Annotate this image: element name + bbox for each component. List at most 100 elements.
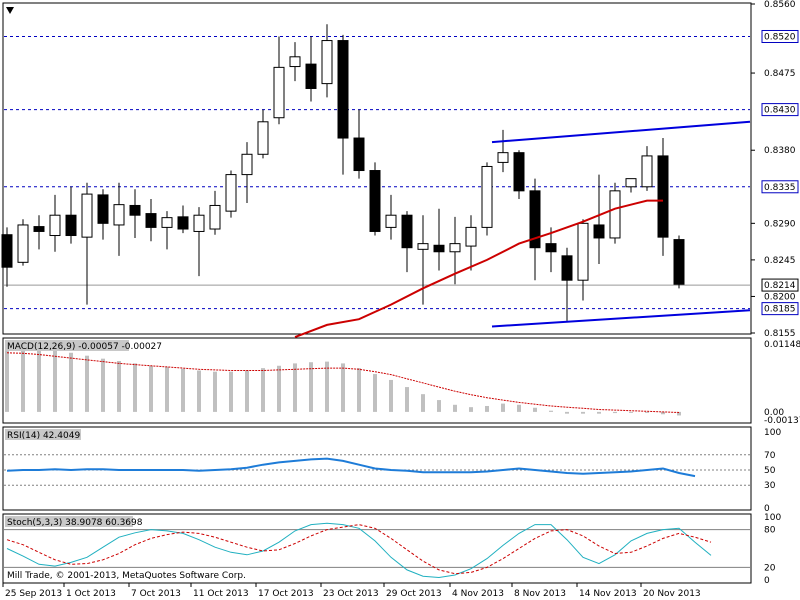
stoch-main-line [6,522,712,579]
macd-bar [213,371,217,412]
x-tick-label: 4 Nov 2013 [452,589,504,599]
macd-bar [149,365,153,412]
candle-bear [673,239,685,285]
candle-bear [369,170,381,232]
macd-bar [101,358,105,412]
candle-bull [609,190,621,239]
x-tick-label: 7 Oct 2013 [131,589,181,599]
candle-bull [481,165,493,228]
macd-bar [21,343,25,412]
macd-bar [261,368,265,412]
candle-bear [561,255,573,281]
macd-bar [357,368,361,412]
macd-tag: MACD(12,26,9) -0.00057 -0.00027 [7,342,162,352]
y-tick-label: 0.8560 [764,0,796,10]
level-label: 0.8185 [764,305,796,315]
macd-bar [405,387,409,412]
macd-bar [373,374,377,412]
macd-tag-bg [5,340,129,351]
candle-bear [337,40,349,139]
overlays-layer [294,120,751,339]
candle-bull [17,224,29,263]
candle-bear [305,63,317,89]
candle-bull [81,193,93,238]
candle-bear [145,213,157,228]
stoch-y-label: 80 [764,526,776,536]
macd-bar [645,411,649,413]
candle-bear [33,226,45,232]
candle-bear [177,216,189,230]
macd-bar [5,345,9,412]
candle-bull [641,155,653,188]
macd-bar [389,379,393,412]
macd-bar [181,368,185,412]
candle-bear [97,194,109,224]
x-tick-label: 8 Nov 2013 [514,589,566,599]
candle-bull [449,243,461,253]
macd-bar [37,345,41,412]
candle-bear [529,190,541,249]
rsi-y-label: 70 [764,451,776,461]
rsi-line [6,457,696,478]
rsi-tag-bg [5,429,81,440]
macd-bar [117,361,121,412]
macd-y-label: 0.00 [764,408,784,418]
macd-bar [501,403,505,412]
macd-y-label: -0.00137 [764,416,800,426]
rsi-tag: RSI(14) 42.4049 [7,431,80,441]
candle-bull [577,222,589,281]
candle-bear [353,137,365,172]
candle-bear [433,244,445,253]
macd-bar [469,407,473,412]
candle-bear [593,224,605,239]
macd-layer [5,343,681,416]
macd-bar [453,404,457,412]
candle-bear [1,234,13,268]
rsi-panel-frame [2,426,752,511]
x-tick-label: 11 Oct 2013 [193,589,249,599]
x-tick-label: 23 Oct 2013 [323,589,379,599]
level-label-box [761,103,799,117]
stoch-panel-frame [2,513,752,584]
stoch-y-label: 20 [764,563,776,573]
y-tick-label: 0.8200 [764,292,796,302]
y-tick-label: 0.8380 [764,146,796,156]
candle-bear [129,204,141,216]
stoch-y-label: 100 [764,513,781,523]
macd-bar [293,363,297,412]
rsi-y-label: 100 [764,428,781,438]
current-price-label: 0.8214 [764,281,796,291]
level-label: 0.8335 [764,183,796,193]
y-tick-label: 0.8245 [764,256,796,266]
macd-bar [437,400,441,412]
candle-bear [657,155,669,238]
candle-bull [497,152,509,163]
y-tick-label: 0.8475 [764,69,796,79]
macd-bar [85,355,89,412]
current-price-box [761,278,799,292]
macd-panel-frame [2,337,752,424]
candle-bear [65,214,77,237]
candle-bull [321,40,333,85]
candle-bull [209,204,221,230]
macd-bar [421,394,425,412]
macd-bar [165,366,169,412]
level-label-box [761,180,799,194]
macd-bar [517,404,521,412]
candle-bear [401,214,413,249]
candle-bull [257,121,269,155]
macd-bar [485,405,489,412]
macd-signal-line [6,352,680,413]
x-tick-label: 1 Oct 2013 [66,589,116,599]
x-tick-label: 29 Oct 2013 [386,589,442,599]
stoch-layer [4,522,750,579]
macd-bar [533,407,537,412]
candle-bull [289,56,301,68]
ema-line [294,199,663,339]
channel-lower-line [491,309,751,328]
level-label: 0.8430 [764,106,796,116]
triangle-down-icon[interactable] [6,7,14,14]
level-label-box [761,29,799,43]
macd-bar [325,361,329,412]
